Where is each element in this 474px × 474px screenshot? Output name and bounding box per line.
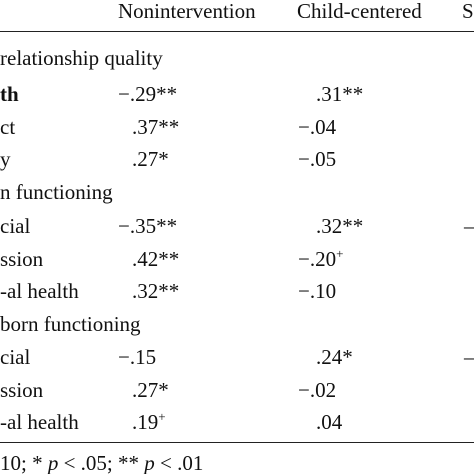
cell-child-centered: .32** xyxy=(316,214,364,238)
row-label: ssion xyxy=(0,378,44,402)
section-title-newborn-functioning: born functioning xyxy=(0,312,141,336)
table-footnote: 10; * p < .05; ** p < .01 xyxy=(0,453,203,474)
cell-third-column: – xyxy=(464,345,474,369)
cell-child-centered: −.20+ xyxy=(298,246,344,271)
footnote-part: < .05; ** xyxy=(58,451,145,474)
cell-nonintervention: −.15 xyxy=(118,345,157,369)
cell-nonintervention: −.35** xyxy=(118,214,178,238)
cell-nonintervention: .42** xyxy=(132,247,180,271)
header-nonintervention: Nonintervention xyxy=(118,0,256,23)
cell-value: −.20 xyxy=(298,247,337,271)
cell-child-centered: −.04 xyxy=(298,115,337,139)
significance-mark: + xyxy=(336,246,344,261)
section-title-relationship-quality: relationship quality xyxy=(0,46,163,70)
footnote-p-symbol: p xyxy=(47,451,59,474)
cell-nonintervention: .27* xyxy=(132,147,169,171)
cell-nonintervention: .19+ xyxy=(132,409,166,434)
cell-nonintervention: .27* xyxy=(132,378,169,402)
cell-child-centered: .24* xyxy=(316,345,353,369)
footnote-part: 10; * xyxy=(0,451,48,474)
row-label: ct xyxy=(0,115,16,139)
cell-child-centered: −.10 xyxy=(298,279,337,303)
bottom-rule xyxy=(0,442,474,443)
cell-third-column: – xyxy=(464,214,474,238)
row-label: y xyxy=(0,147,11,171)
cell-value: .19 xyxy=(132,410,159,434)
cell-child-centered: −.05 xyxy=(298,147,337,171)
significance-mark: + xyxy=(158,409,166,424)
header-third-column: S xyxy=(462,0,474,23)
cell-nonintervention: .32** xyxy=(132,279,180,303)
row-label: -al health xyxy=(0,410,79,434)
cell-child-centered: .31** xyxy=(316,82,364,106)
row-label: th xyxy=(0,82,19,106)
cell-child-centered: −.02 xyxy=(298,378,337,402)
row-label: ssion xyxy=(0,247,44,271)
cell-child-centered: .04 xyxy=(316,410,343,434)
row-label: cial xyxy=(0,345,31,369)
footnote-p-symbol: p xyxy=(144,451,155,474)
footnote-part: < .01 xyxy=(154,451,204,474)
cell-nonintervention: .37** xyxy=(132,115,180,139)
header-child-centered: Child-centered xyxy=(297,0,422,23)
cell-nonintervention: −.29** xyxy=(118,82,178,106)
row-label: cial xyxy=(0,214,31,238)
row-label: -al health xyxy=(0,279,79,303)
header-rule xyxy=(0,31,474,32)
section-title-mother-functioning: n functioning xyxy=(0,180,113,204)
